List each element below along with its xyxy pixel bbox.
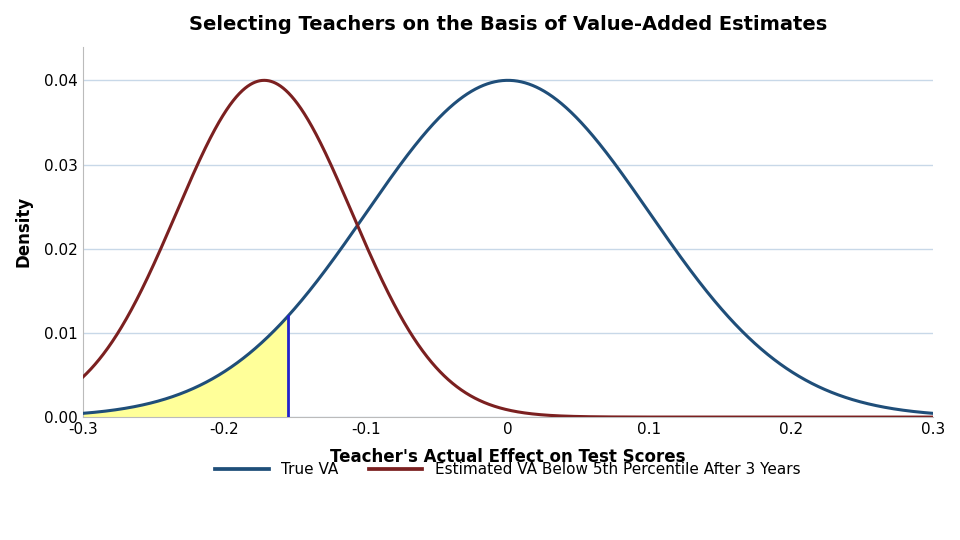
True VA — [64, 411, 76, 417]
Line: Estimated VA Below 5th Percentile After 3 Years: Estimated VA Below 5th Percentile After … — [0, 80, 960, 417]
True VA — [370, 196, 381, 202]
Line: True VA: True VA — [0, 80, 960, 417]
Estimated VA Below 5th Percentile After 3 Years — [258, 77, 270, 84]
Legend: True VA, Estimated VA Below 5th Percentile After 3 Years: True VA, Estimated VA Below 5th Percenti… — [209, 456, 806, 483]
True VA — [420, 130, 431, 137]
Title: Selecting Teachers on the Basis of Value-Added Estimates: Selecting Teachers on the Basis of Value… — [189, 15, 827, 34]
Estimated VA Below 5th Percentile After 3 Years — [371, 265, 382, 271]
Y-axis label: Density: Density — [15, 196, 33, 267]
Estimated VA Below 5th Percentile After 3 Years — [132, 294, 143, 301]
True VA — [132, 403, 143, 409]
Estimated VA Below 5th Percentile After 3 Years — [420, 351, 431, 357]
True VA — [924, 410, 936, 416]
True VA — [502, 77, 514, 84]
Estimated VA Below 5th Percentile After 3 Years — [924, 414, 936, 420]
X-axis label: Teacher's Actual Effect on Test Scores: Teacher's Actual Effect on Test Scores — [330, 448, 685, 466]
Estimated VA Below 5th Percentile After 3 Years — [64, 384, 76, 391]
